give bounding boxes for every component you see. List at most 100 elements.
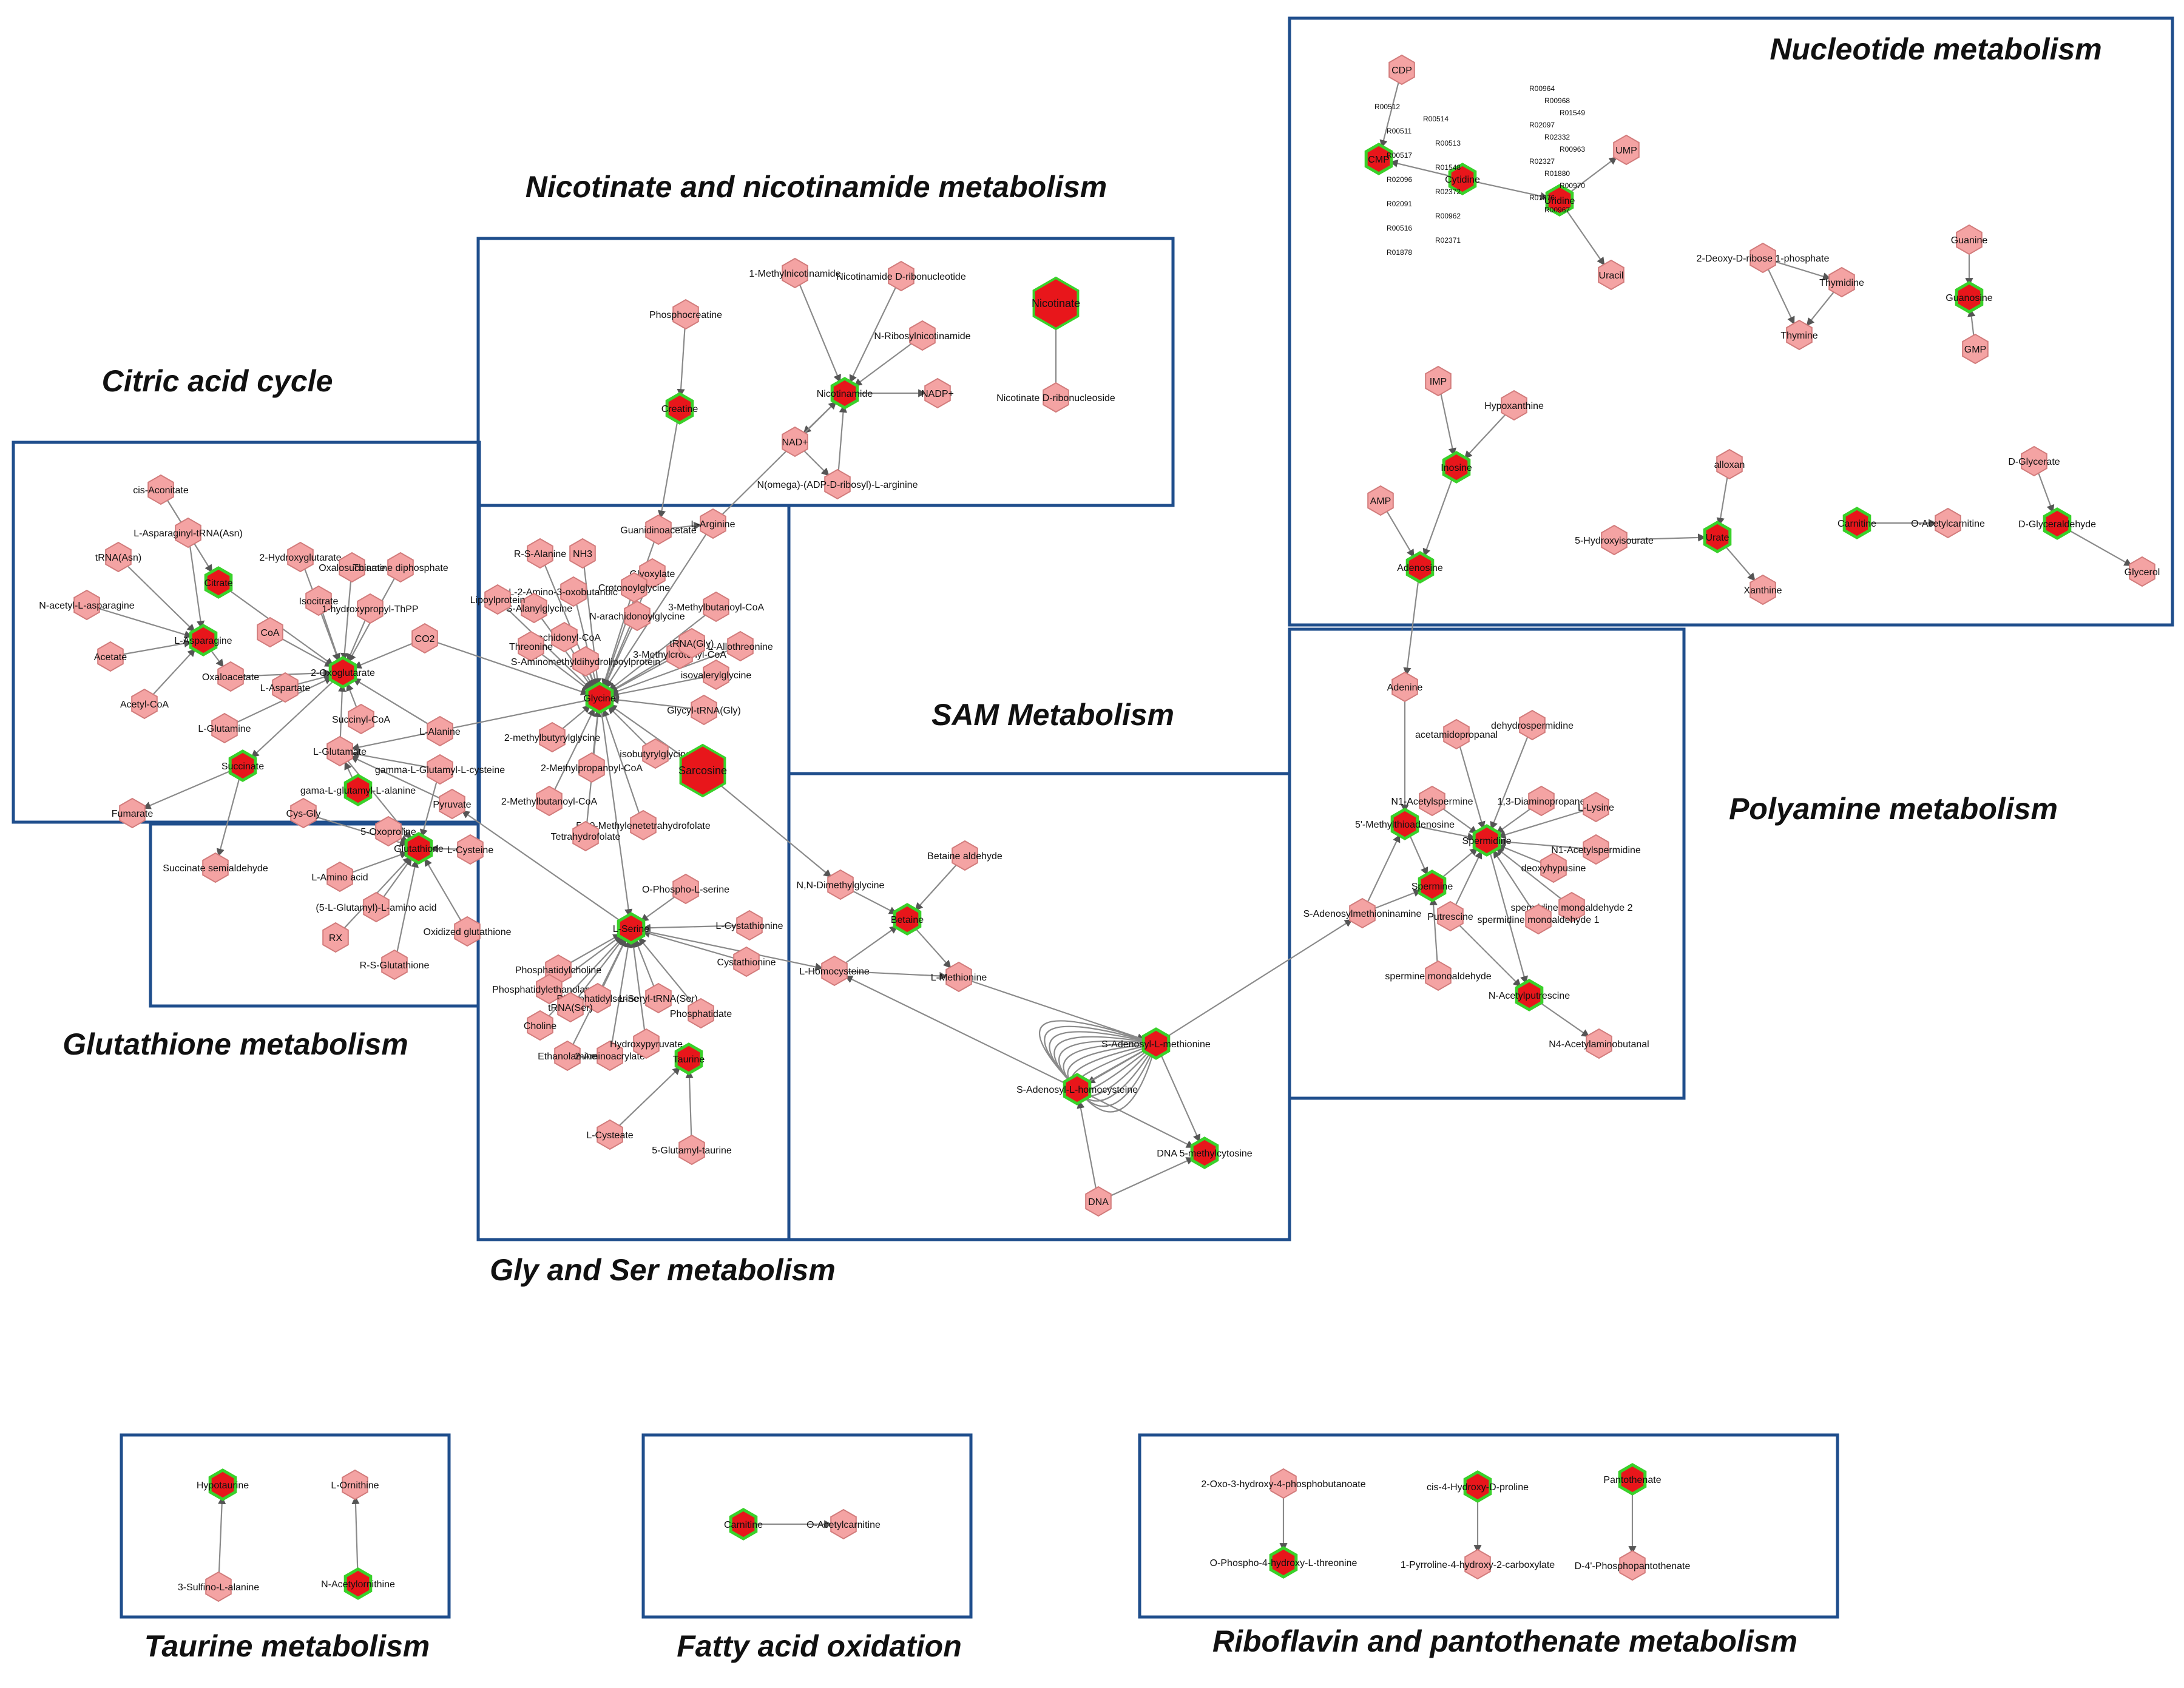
node-n1acetylspermine[interactable]: N1-Acetylspermine — [1391, 785, 1473, 817]
node-nicotinatedribo[interactable]: Nicotinate D-ribonucleoside — [996, 382, 1115, 413]
node-isobutyrylglycine[interactable]: isobutyrylglycine — [620, 738, 691, 769]
node-fumarate[interactable]: Fumarate — [112, 797, 154, 829]
node-methylbutanoylcoa3[interactable]: 3-Methylbutanoyl-CoA — [668, 591, 765, 623]
node-lmethionine[interactable]: L-Methionine — [931, 961, 987, 993]
node-guanosine[interactable]: Guanosine — [1946, 281, 1993, 314]
node-xanthine[interactable]: Xanthine — [1743, 574, 1782, 606]
node-laspartate[interactable]: L-Aspartate — [260, 672, 311, 703]
node-aminomethyldhlp[interactable]: S-Aminomethyldihydrolipoylprotein — [511, 646, 660, 677]
node-amp[interactable]: AMP — [1367, 485, 1394, 516]
node-pantothenate[interactable]: Pantothenate — [1603, 1463, 1662, 1496]
node-succinate[interactable]: Succinate — [221, 749, 264, 782]
node-glycine[interactable]: Glycine — [583, 681, 616, 714]
node-putrescine[interactable]: Putrescine — [1427, 900, 1473, 932]
node-n1acetylspermidine[interactable]: N1-Acetylspermidine — [1551, 834, 1641, 865]
node-spermidine[interactable]: Spermidine — [1462, 824, 1512, 857]
node-lcysteine[interactable]: L-Cysteine — [447, 834, 494, 865]
node-oxaloacetate[interactable]: Oxaloacetate — [202, 661, 259, 692]
node-dehydrospermidine[interactable]: dehydrospermidine — [1491, 709, 1574, 741]
node-nribosylnic[interactable]: N-Ribosylnicotinamide — [874, 320, 971, 351]
node-citrate[interactable]: Citrate — [204, 566, 233, 599]
node-isocitrate[interactable]: Isocitrate — [299, 585, 339, 616]
node-glycerol[interactable]: Glycerol — [2125, 556, 2160, 587]
node-ophosphoserine[interactable]: O-Phospho-L-serine — [642, 873, 729, 905]
node-hydroxyisourate[interactable]: 5-Hydroxyisourate — [1575, 524, 1654, 556]
node-narachidonoylglycine[interactable]: N-arachidonoylglycine — [589, 600, 685, 632]
node-imp[interactable]: IMP — [1425, 365, 1452, 397]
node-sulfinoala[interactable]: 3-Sulfino-L-alanine — [178, 1571, 259, 1602]
node-mta[interactable]: 5'-Methylthioadenosine — [1355, 808, 1455, 840]
node-oxidizedgsh[interactable]: Oxidized glutathione — [424, 916, 512, 947]
node-n4acetylaminobutanal[interactable]: N4-Acetylaminobutanal — [1549, 1028, 1649, 1059]
node-oxoglutarate[interactable]: 2-Oxoglutarate — [311, 656, 375, 689]
node-acetamidopropanal[interactable]: acetamidopropanal — [1415, 718, 1498, 750]
node-aminoacrylate[interactable]: 2-Aminoacrylate — [575, 1040, 645, 1072]
node-spmmonoald[interactable]: spermine monoaldehyde — [1385, 960, 1492, 991]
node-lglutamate[interactable]: L-Glutamate — [313, 735, 367, 767]
node-ophosphohydroxythr[interactable]: O-Phospho-4-hydroxy-L-threonine — [1210, 1546, 1357, 1579]
node-pyrrolinecarb[interactable]: 1-Pyrroline-4-hydroxy-2-carboxylate — [1401, 1548, 1555, 1580]
node-adeninep[interactable]: Adenine — [1387, 671, 1423, 703]
node-llysine[interactable]: L-Lysine — [1578, 791, 1614, 823]
node-lasntrna[interactable]: L-Asparaginyl-tRNA(Asn) — [134, 517, 243, 549]
node-threonine[interactable]: Threonine — [509, 630, 553, 662]
node-deoxyhypusine[interactable]: deoxyhypusine — [1521, 852, 1586, 883]
node-gamagluala[interactable]: gama-L-glutamyl-L-alanine — [300, 774, 416, 806]
node-hydroxyproline[interactable]: cis-4-Hydroxy-D-proline — [1427, 1470, 1529, 1503]
node-lhomocysteine[interactable]: L-Homocysteine — [799, 955, 870, 987]
node-trnaasn[interactable]: tRNA(Asn) — [95, 541, 141, 573]
node-dglyceraldehyde[interactable]: D-Glyceraldehyde — [2018, 507, 2096, 540]
node-nomegaarg[interactable]: N(omega)-(ADP-D-ribosyl)-L-arginine — [757, 468, 918, 500]
node-thf[interactable]: Tetrahydrofolate — [551, 820, 621, 852]
node-gluaminoacid[interactable]: (5-L-Glutamyl)-L-amino acid — [316, 891, 437, 923]
node-hydroxypyruvate[interactable]: Hydroxypyruvate — [610, 1028, 683, 1059]
node-cystathionine[interactable]: Cystathionine — [717, 946, 776, 977]
node-acetylcoa[interactable]: Acetyl-CoA — [120, 688, 169, 720]
node-oacetylcarnitinef[interactable]: O-Acetylcarnitine — [806, 1508, 881, 1540]
node-gammaglucys[interactable]: gamma-L-Glutamyl-L-cysteine — [375, 754, 505, 785]
node-cmp[interactable]: CMP — [1364, 143, 1393, 175]
node-l2amino3oxo[interactable]: L-2-Amino-3-oxobutanoic acid — [509, 576, 638, 607]
node-creatine[interactable]: Creatine — [661, 392, 698, 425]
node-diaminopropane[interactable]: 1,3-Diaminopropane — [1498, 785, 1586, 817]
node-nadp[interactable]: NADP+ — [921, 377, 954, 409]
node-hypotaurine[interactable]: Hypotaurine — [197, 1468, 249, 1501]
node-oxohydroxypb[interactable]: 2-Oxo-3-hydroxy-4-phosphobutanoate — [1201, 1468, 1366, 1499]
node-betaineald[interactable]: Betaine aldehyde — [927, 840, 1002, 871]
node-uricacid[interactable]: Urate — [1703, 521, 1732, 553]
node-succinylcoa[interactable]: Succinyl-CoA — [332, 703, 390, 735]
node-alloxan[interactable]: alloxan — [1714, 448, 1745, 480]
node-nicribonucleotide[interactable]: Nicotinamide D-ribonucleotide — [836, 260, 966, 292]
node-lcysteate[interactable]: L-Cysteate — [586, 1119, 634, 1150]
node-rsalanine[interactable]: R-S-Alanine — [514, 538, 566, 569]
node-phosphocreatine[interactable]: Phosphocreatine — [649, 299, 722, 330]
node-methylpropanoylcoa[interactable]: 2-Methylpropanoyl-CoA — [541, 752, 643, 783]
node-rsalanylglycine[interactable]: R-S-Alanylglycine — [496, 592, 572, 624]
node-inosine[interactable]: Inosine — [1441, 451, 1472, 484]
node-spdmonoald1[interactable]: spermidine monoaldehyde 1 — [1477, 903, 1600, 935]
node-thymine[interactable]: Thymine — [1780, 319, 1818, 351]
node-methylenethf[interactable]: 5,10-Methylenetetrahydrofolate — [576, 809, 711, 841]
node-lserine[interactable]: L-Serine — [613, 912, 650, 945]
node-crotonoylglycine[interactable]: Crotonoylglycine — [598, 572, 670, 603]
node-coa[interactable]: CoA — [257, 616, 283, 648]
node-nad[interactable]: NAD+ — [782, 426, 808, 457]
node-carnitinen[interactable]: Carnitine — [1837, 507, 1876, 539]
node-phosphopantothenate[interactable]: D-4'-Phosphopantothenate — [1575, 1550, 1691, 1581]
node-seryltrna[interactable]: L-Seryl-tRNA(Ser) — [619, 982, 698, 1014]
node-spermine[interactable]: Spermine — [1411, 869, 1453, 902]
node-uridine[interactable]: Uridine — [1544, 184, 1575, 217]
node-nicotinate[interactable]: Nicotinate — [1032, 276, 1080, 331]
node-ethanolamine[interactable]: Ethanolamine — [538, 1040, 597, 1072]
node-phosphatidate[interactable]: Phosphatidate — [670, 998, 732, 1029]
node-dna5mc[interactable]: DNA 5-methylcytosine — [1157, 1136, 1253, 1169]
node-glutamyltaurine[interactable]: 5-Glutamyl-taurine — [652, 1134, 732, 1166]
node-nacetylornithine[interactable]: N-Acetylornithine — [321, 1567, 395, 1600]
node-lglutamine[interactable]: L-Glutamine — [198, 712, 251, 744]
node-oacetylcarnitinen[interactable]: O-Acetylcarnitine — [1911, 507, 1985, 539]
node-cisaconitate[interactable]: cis-Aconitate — [133, 474, 189, 505]
node-oxoproline[interactable]: 5-Oxoproline — [360, 815, 416, 847]
node-carnitinef[interactable]: Carnitine — [724, 1508, 763, 1541]
node-dna[interactable]: DNA — [1085, 1186, 1112, 1217]
node-nh3[interactable]: NH3 — [569, 538, 596, 569]
